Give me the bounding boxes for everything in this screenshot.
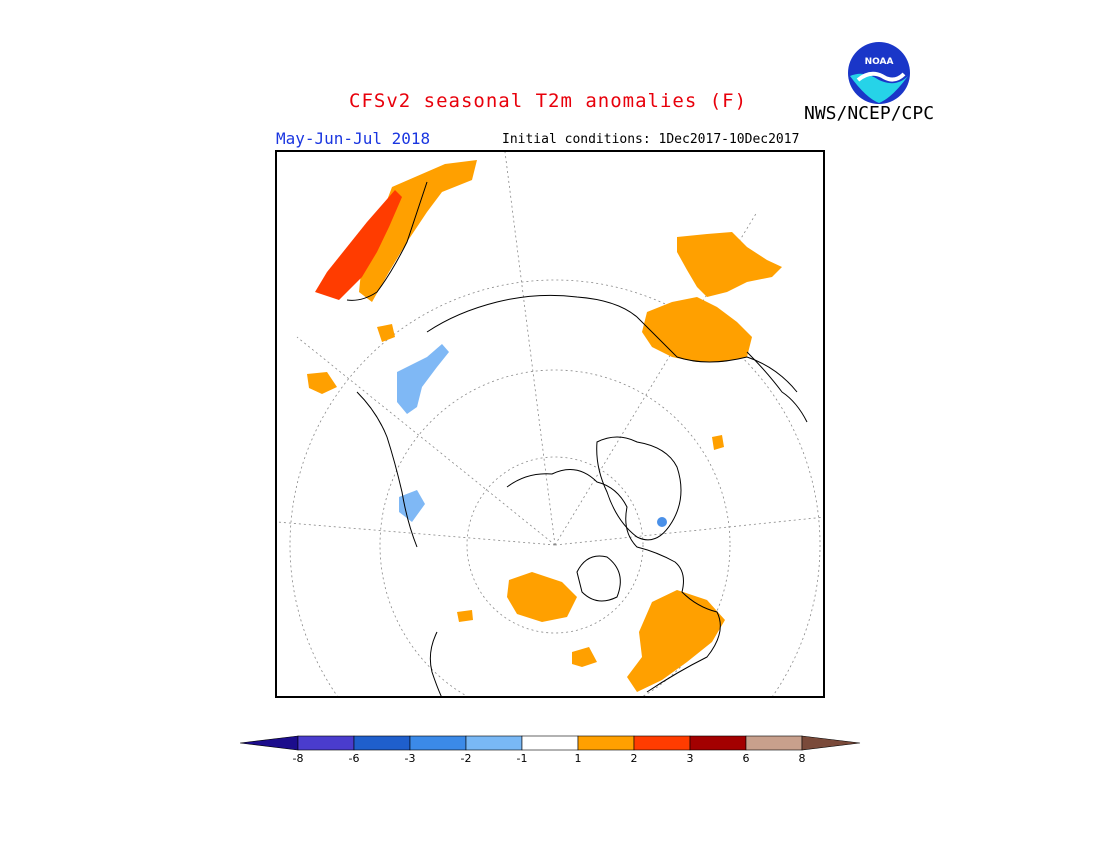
coastlines xyxy=(346,181,808,696)
colorbar-tick-label: 8 xyxy=(798,752,806,765)
anomaly-warm-greenland-ne xyxy=(712,435,724,450)
anomaly-warm-russia xyxy=(642,297,752,362)
grid-meridian xyxy=(296,336,556,546)
grid-meridian xyxy=(554,516,823,546)
colorbar-bin xyxy=(689,735,747,751)
page-title: CFSv2 seasonal T2m anomalies (F) xyxy=(349,90,748,112)
grid-meridian xyxy=(504,152,556,546)
anomaly-warm-west-us-small xyxy=(457,610,473,622)
coastline-north-america xyxy=(506,469,721,693)
anomaly-warm-alaska xyxy=(307,372,337,394)
grid-lat-circle xyxy=(379,369,731,696)
colorbar-bin xyxy=(577,735,635,751)
colorbar-tick-label: 6 xyxy=(742,752,750,765)
map-grid xyxy=(277,152,823,696)
logo-lettering: NOAA xyxy=(865,57,894,67)
coastline-eurasia xyxy=(426,294,798,393)
colorbar-bin xyxy=(409,735,467,751)
anomaly-warm-pacific-band xyxy=(359,160,477,302)
colorbar-bin-high-extreme xyxy=(801,735,861,751)
grid-meridian xyxy=(277,521,556,546)
colorbar-tick-label: -8 xyxy=(292,752,304,765)
colorbar-tick-label: -3 xyxy=(404,752,416,765)
coastline-west-canada xyxy=(429,631,442,696)
colorbar-bin xyxy=(521,735,579,751)
colorbar-bin-low-extreme xyxy=(240,735,299,751)
anomaly-hot-pacific xyxy=(315,190,402,300)
colorbar-tick-label: -1 xyxy=(516,752,528,765)
colorbar-tick-label: 3 xyxy=(686,752,694,765)
colorbar-bins xyxy=(240,735,861,751)
anomaly-warm-west-us xyxy=(572,647,597,667)
colorbar-bin xyxy=(633,735,691,751)
initial-conditions: Initial conditions: 1Dec2017-10Dec2017 xyxy=(502,132,800,147)
coastline-pacific-nw xyxy=(346,181,428,301)
anomaly-warm-europe xyxy=(677,232,782,297)
anomaly-cool-central xyxy=(399,490,425,522)
forecast-period: May-Jun-Jul 2018 xyxy=(276,129,431,148)
grid-lat-circle-inner xyxy=(466,456,644,634)
colorbar-tick-label: -6 xyxy=(348,752,360,765)
anomaly-cool-west xyxy=(397,344,449,414)
anomaly-shading xyxy=(307,160,782,692)
noaa-logo: NOAA xyxy=(848,42,910,104)
anomaly-warm-canada xyxy=(507,572,577,622)
coastline-alaska xyxy=(356,391,418,548)
coastline-greenland xyxy=(596,436,682,541)
coastline-hudson-bay xyxy=(576,555,621,602)
organization-label: NWS/NCEP/CPC xyxy=(804,103,935,124)
colorbar-tick-label: -2 xyxy=(460,752,472,765)
colorbar-bin xyxy=(353,735,411,751)
anomaly-warm-small-nw xyxy=(377,324,395,342)
anomaly-cool-point-greenland xyxy=(657,517,667,527)
map-frame xyxy=(275,150,825,698)
colorbar-tick-label: 2 xyxy=(630,752,638,765)
coastline-europe xyxy=(746,351,808,423)
colorbar xyxy=(240,735,861,751)
colorbar-bin xyxy=(745,735,803,751)
polar-map xyxy=(277,152,823,696)
anomaly-warm-us xyxy=(627,590,725,692)
grid-outer-circle xyxy=(289,279,821,696)
colorbar-bin xyxy=(465,735,523,751)
colorbar-tick-label: 1 xyxy=(574,752,582,765)
colorbar-bin xyxy=(297,735,355,751)
